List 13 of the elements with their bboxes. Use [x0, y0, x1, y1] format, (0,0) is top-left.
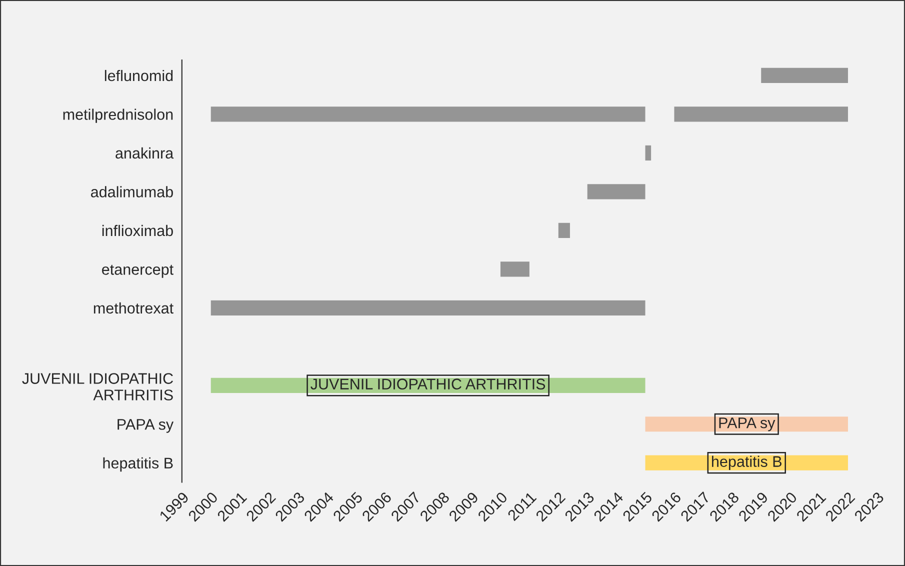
y-tick-label: metilprednisolon [63, 108, 173, 123]
y-tick-label: methotrexat [94, 302, 174, 314]
y-tick-label: inflioximab [102, 224, 173, 236]
y-tick-label: leflunomid [104, 70, 173, 82]
data-label: JUVENIL IDIOPATHIC ARTHRITIS [310, 378, 546, 390]
data-label: PAPA sy [719, 418, 776, 432]
y-tick-label: PAPA sy [118, 419, 174, 433]
y-tick-label: etanercept [102, 264, 174, 278]
data-label: hepatitis B [712, 456, 782, 470]
y-tick-label: adalimumab [91, 186, 173, 198]
y-tick-label: anakinra [116, 147, 174, 159]
y-tick-label: hepatitis B [103, 457, 173, 472]
y-tick-label: JUVENIL IDIOPATHIC ARTHRITIS [22, 373, 173, 400]
